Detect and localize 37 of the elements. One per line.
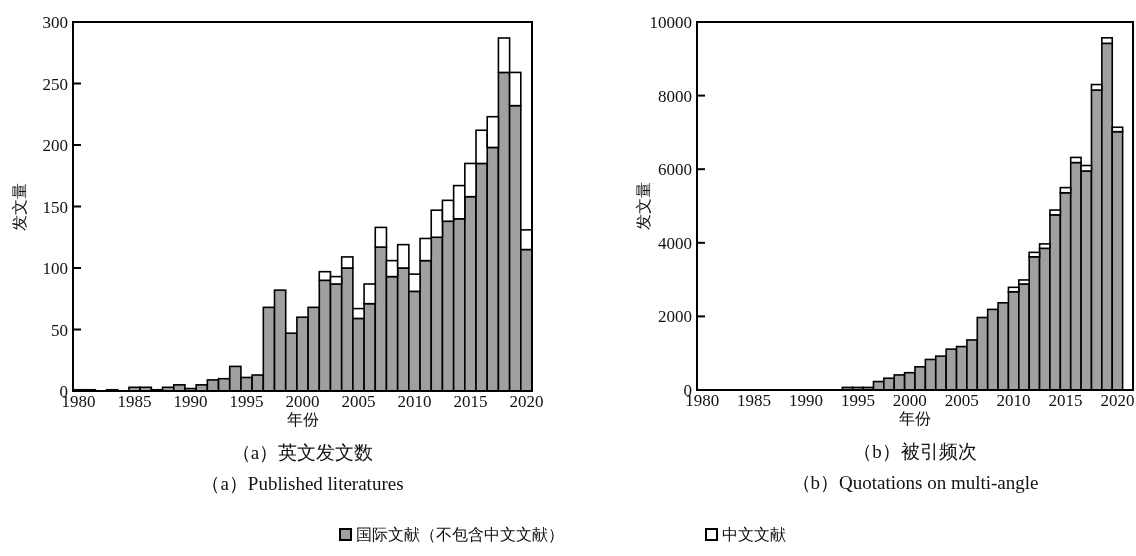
x-tick-label: 1995 (840, 391, 875, 410)
x-tick-label: 2000 (892, 391, 927, 410)
y-tick-label: 50 (51, 320, 68, 340)
x-tick-label: 2020 (1100, 391, 1135, 410)
y-tick-label: 10000 (649, 13, 692, 32)
y-tick-label: 8000 (658, 86, 692, 106)
legend-label: 中文文献 (722, 526, 786, 543)
x-tick-label: 2005 (341, 392, 376, 411)
x-tick-label: 1985 (117, 392, 152, 411)
x-tick-label: 1995 (229, 392, 264, 411)
y-tick-label: 100 (42, 259, 68, 278)
y-tick-label: 4000 (658, 233, 692, 253)
legend-label: 国际文献（不包含中文文献） (356, 526, 564, 543)
x-tick-label: 2005 (944, 391, 979, 410)
x-tick-label: 2015 (453, 392, 488, 411)
x-tick-label: 2020 (509, 392, 544, 411)
y-axis-title: 发文量 (635, 182, 652, 230)
x-tick-label: 2015 (1048, 391, 1083, 410)
x-axis-title: 年份 (899, 410, 931, 427)
x-tick-label: 2000 (285, 392, 320, 411)
text: （a）英文发文数 (231, 442, 374, 463)
y-tick-label: 300 (42, 13, 68, 32)
y-tick-label: 2000 (658, 307, 692, 327)
x-tick-label: 1985 (737, 391, 772, 410)
y-axis-title: 发文量 (11, 182, 28, 231)
x-tick-label: 2010 (996, 391, 1031, 410)
text: （b）被引频次 (853, 441, 977, 462)
x-tick-label: 2010 (397, 392, 432, 411)
text: （b）Quotations on multi-angle (791, 472, 1039, 493)
text: （a）Published literatures (201, 473, 404, 494)
x-axis-title: 年份 (286, 411, 319, 428)
y-tick-label: 250 (42, 74, 68, 94)
y-tick-label: 200 (42, 136, 68, 155)
x-tick-label: 1990 (789, 391, 823, 410)
x-tick-label: 1990 (173, 392, 208, 411)
y-tick-label: 6000 (658, 160, 692, 180)
y-tick-label: 150 (42, 197, 68, 217)
